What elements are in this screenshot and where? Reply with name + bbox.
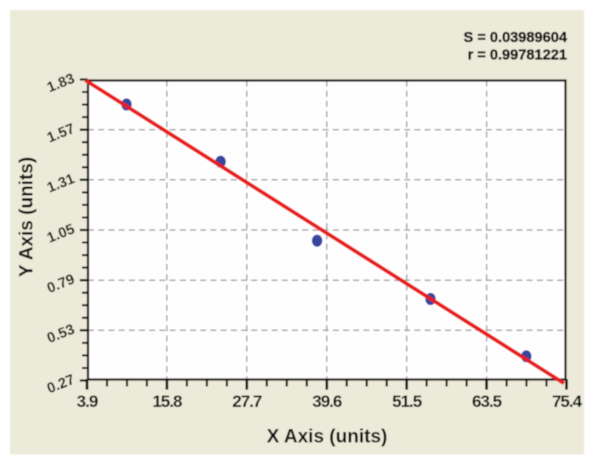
svg-text:X Axis (units): X Axis (units) (267, 427, 388, 448)
svg-text:Y Axis (units): Y Axis (units) (17, 157, 38, 277)
svg-text:3.9: 3.9 (77, 392, 98, 411)
svg-text:r = 0.99781221: r = 0.99781221 (468, 48, 567, 64)
svg-text:51.5: 51.5 (392, 392, 422, 411)
svg-text:27.7: 27.7 (232, 392, 262, 411)
svg-text:15.8: 15.8 (152, 392, 182, 411)
svg-text:75.4: 75.4 (552, 392, 583, 411)
svg-text:39.6: 39.6 (312, 392, 342, 411)
svg-text:63.5: 63.5 (472, 392, 502, 411)
svg-text:S = 0.03989604: S = 0.03989604 (464, 30, 568, 46)
